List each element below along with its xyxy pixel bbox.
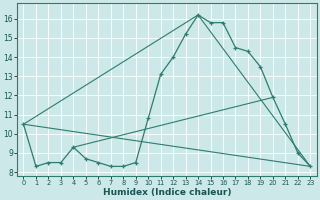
X-axis label: Humidex (Indice chaleur): Humidex (Indice chaleur) bbox=[103, 188, 231, 197]
